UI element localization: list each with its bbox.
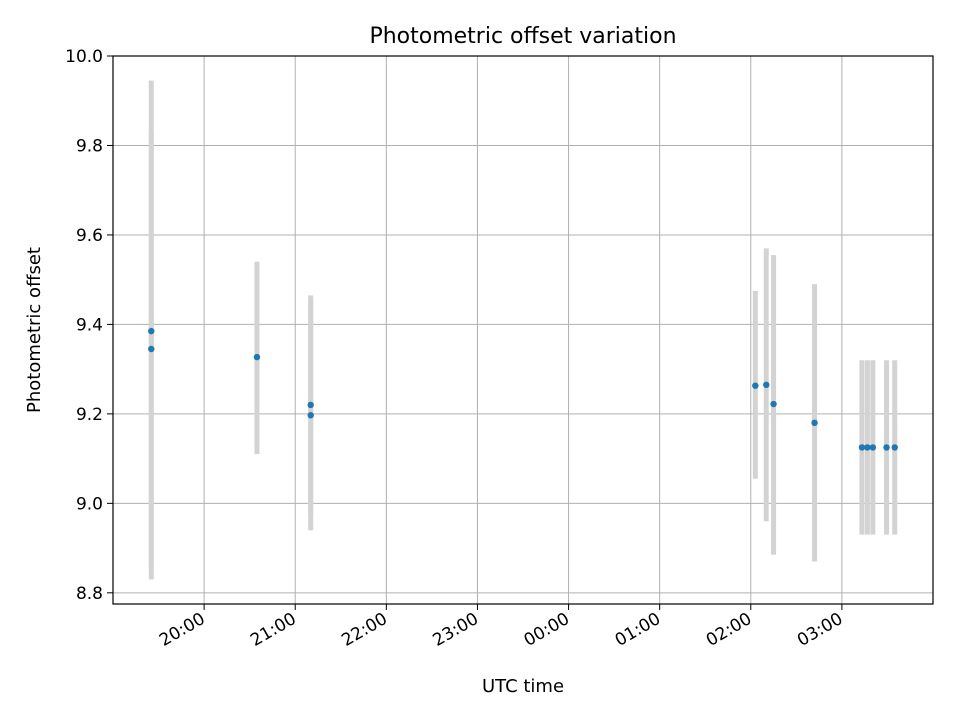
- x-axis-label: UTC time: [482, 676, 564, 697]
- y-tick-label: 9.2: [76, 405, 103, 425]
- data-point: [870, 444, 876, 450]
- data-point: [883, 444, 889, 450]
- data-point: [864, 444, 870, 450]
- chart-title: Photometric offset variation: [369, 24, 676, 49]
- data-point: [752, 382, 758, 388]
- data-point: [811, 420, 817, 426]
- data-point: [892, 444, 898, 450]
- data-point: [308, 402, 314, 408]
- y-tick-label: 9.4: [76, 315, 103, 335]
- y-tick-label: 9.8: [76, 136, 103, 156]
- y-axis-label: Photometric offset: [24, 247, 45, 413]
- data-point: [148, 328, 154, 334]
- data-point: [770, 401, 776, 407]
- y-tick-label: 8.8: [76, 584, 103, 604]
- y-tick-label: 9.0: [76, 494, 103, 514]
- data-point: [148, 346, 154, 352]
- data-point: [254, 354, 260, 360]
- data-point: [763, 382, 769, 388]
- y-tick-label: 10.0: [65, 47, 103, 67]
- data-point: [859, 444, 865, 450]
- y-tick-label: 9.6: [76, 226, 103, 246]
- data-point: [308, 412, 314, 418]
